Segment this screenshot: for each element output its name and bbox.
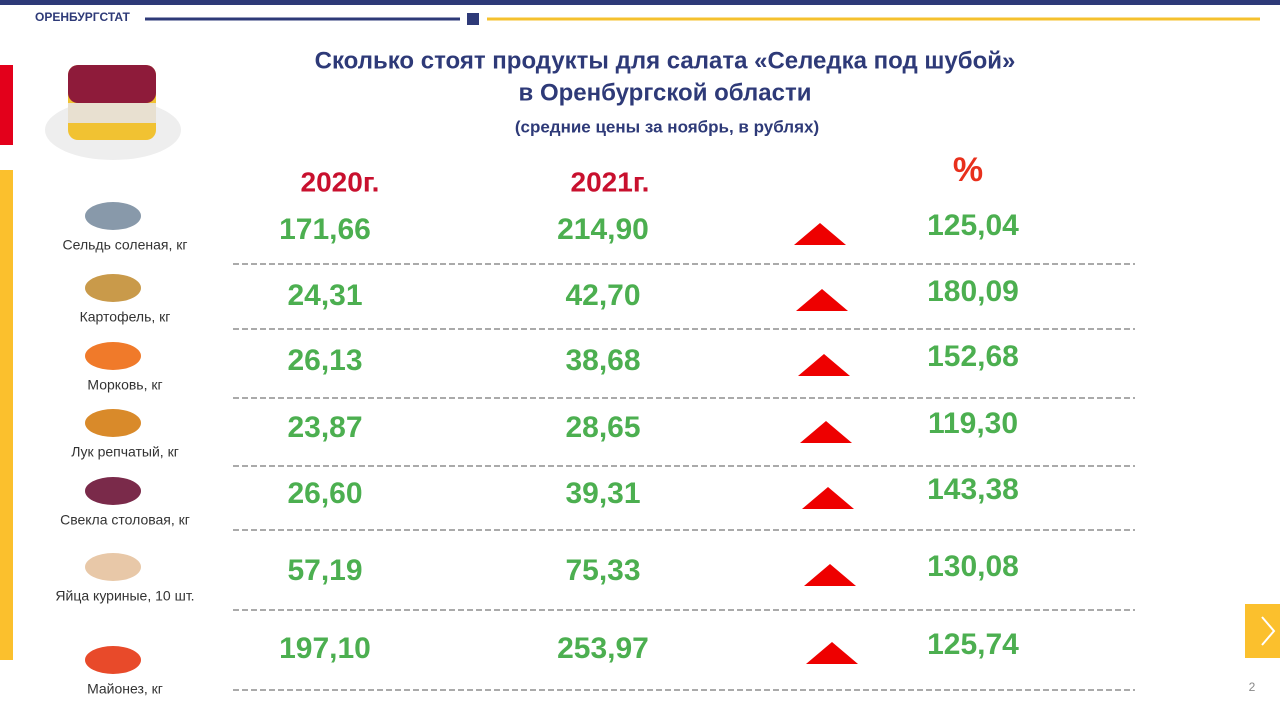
product-label: Яйца куриные, 10 шт.	[55, 588, 194, 604]
percent: 130,08	[927, 550, 1019, 583]
increase-arrow	[804, 564, 856, 586]
percent: 180,09	[927, 275, 1019, 308]
price-2021: 42,70	[565, 279, 640, 312]
price-2020: 197,10	[279, 632, 371, 665]
product-icon	[85, 646, 141, 674]
product-label: Сельдь соленая, кг	[63, 237, 188, 253]
product-label: Морковь, кг	[87, 377, 162, 393]
top-bar	[0, 0, 1280, 5]
increase-arrow	[800, 421, 852, 443]
percent: 152,68	[927, 340, 1019, 373]
column-header: 2021г.	[571, 166, 650, 197]
product-icon	[85, 477, 141, 505]
price-2021: 214,90	[557, 213, 649, 246]
side-bar	[0, 170, 13, 660]
increase-arrow	[794, 223, 846, 245]
increase-arrow	[806, 642, 858, 664]
increase-arrow	[796, 289, 848, 311]
price-2020: 26,13	[287, 344, 362, 377]
price-2020: 24,31	[287, 279, 362, 312]
product-icon	[85, 553, 141, 581]
price-2020: 26,60	[287, 477, 362, 510]
increase-arrow	[798, 354, 850, 376]
product-label: Лук репчатый, кг	[71, 444, 179, 460]
price-2021: 28,65	[565, 411, 640, 444]
column-header: %	[953, 151, 983, 189]
page-number: 2	[1249, 680, 1256, 694]
price-2020: 171,66	[279, 213, 371, 246]
price-2021: 75,33	[565, 554, 640, 587]
title: в Оренбургской области	[519, 79, 812, 106]
price-2021: 253,97	[557, 632, 649, 665]
increase-arrow	[802, 487, 854, 509]
price-2021: 39,31	[565, 477, 640, 510]
percent: 119,30	[928, 407, 1018, 440]
percent: 143,38	[927, 473, 1019, 506]
price-2020: 23,87	[287, 411, 362, 444]
next-arrow	[1261, 616, 1276, 646]
product-icon	[85, 409, 141, 437]
product-label: Картофель, кг	[80, 309, 171, 325]
product-icon	[85, 202, 141, 230]
subtitle: (средние цены за ноябрь, в рублях)	[515, 117, 819, 136]
salad-image	[45, 65, 181, 160]
column-header: 2020г.	[301, 166, 380, 197]
product-label: Майонез, кг	[87, 681, 163, 697]
price-2021: 38,68	[565, 344, 640, 377]
price-2020: 57,19	[287, 554, 362, 587]
percent: 125,74	[927, 628, 1019, 661]
brand: ОРЕНБУРГСТАТ	[35, 10, 130, 24]
product-icon	[85, 342, 141, 370]
product-icon	[85, 274, 141, 302]
side-bar	[0, 65, 13, 145]
percent: 125,04	[927, 209, 1019, 242]
product-label: Свекла столовая, кг	[60, 512, 190, 528]
title: Сколько стоят продукты для салата «Селед…	[315, 47, 1016, 74]
header-square	[467, 13, 479, 25]
